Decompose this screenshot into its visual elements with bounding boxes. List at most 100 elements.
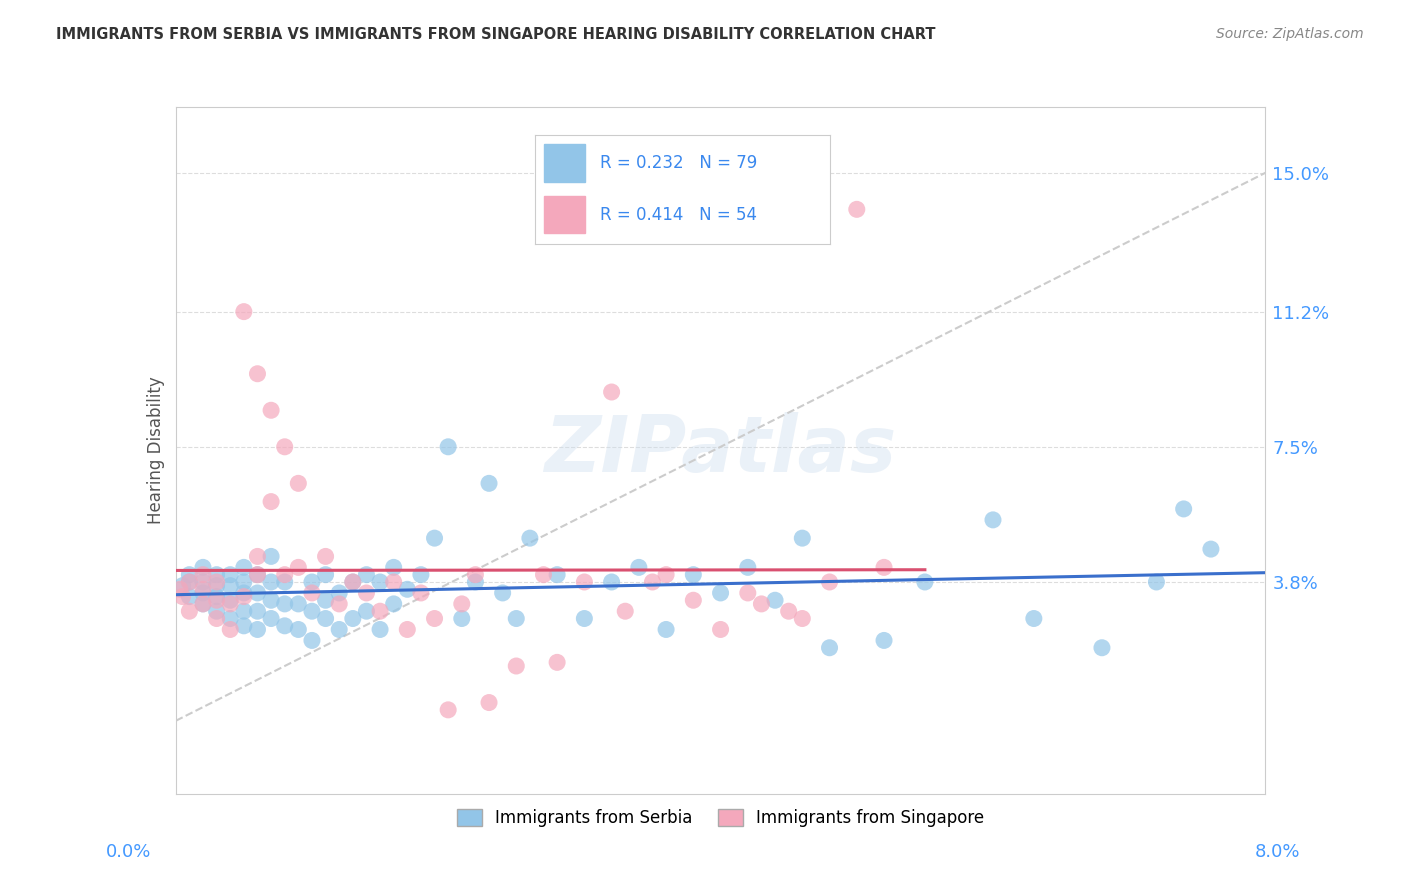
Point — [614, 604, 637, 618]
Point — [232, 560, 254, 574]
Point — [818, 640, 841, 655]
Point — [450, 597, 472, 611]
Point — [356, 586, 378, 600]
Point — [191, 586, 214, 600]
Point — [1022, 611, 1045, 625]
Point — [710, 623, 733, 637]
Point — [232, 304, 254, 318]
Point — [914, 574, 936, 589]
Point — [356, 604, 378, 618]
Point — [287, 623, 309, 637]
Point — [205, 590, 228, 604]
Point — [232, 590, 254, 604]
Point — [274, 574, 297, 589]
Point — [464, 567, 486, 582]
Point — [382, 574, 405, 589]
Point — [546, 656, 568, 670]
Point — [682, 567, 704, 582]
Point — [232, 586, 254, 600]
Text: Source: ZipAtlas.com: Source: ZipAtlas.com — [1216, 27, 1364, 41]
Point — [763, 593, 786, 607]
Point — [205, 593, 228, 607]
Point — [627, 560, 650, 574]
Point — [737, 586, 759, 600]
Point — [205, 574, 228, 589]
Point — [382, 560, 405, 574]
Point — [505, 611, 527, 625]
Point — [205, 604, 228, 618]
Point — [191, 560, 214, 574]
Point — [873, 560, 896, 574]
Point — [287, 597, 309, 611]
Point — [172, 579, 194, 593]
Point — [845, 202, 868, 217]
Bar — [544, 145, 585, 182]
Point — [246, 586, 269, 600]
Point — [315, 611, 337, 625]
Point — [533, 567, 555, 582]
Point — [260, 593, 283, 607]
Point — [205, 579, 228, 593]
Point — [191, 597, 214, 611]
Point — [600, 574, 623, 589]
Point — [342, 611, 364, 625]
Point — [260, 494, 283, 508]
Point — [191, 582, 214, 597]
Point — [179, 590, 201, 604]
Point — [328, 597, 350, 611]
Legend: Immigrants from Serbia, Immigrants from Singapore: Immigrants from Serbia, Immigrants from … — [450, 802, 991, 834]
Point — [396, 582, 419, 597]
Point — [219, 593, 242, 607]
Point — [260, 549, 283, 564]
Point — [600, 384, 623, 399]
Point — [818, 574, 841, 589]
Point — [873, 633, 896, 648]
Point — [492, 586, 515, 600]
Point — [315, 593, 337, 607]
Point — [382, 597, 405, 611]
Point — [232, 619, 254, 633]
Point — [505, 659, 527, 673]
Text: R = 0.232   N = 79: R = 0.232 N = 79 — [600, 154, 758, 172]
Point — [260, 611, 283, 625]
Point — [682, 593, 704, 607]
Point — [179, 604, 201, 618]
Point — [179, 567, 201, 582]
Text: ZIPatlas: ZIPatlas — [544, 412, 897, 489]
Text: 8.0%: 8.0% — [1256, 843, 1301, 861]
Point — [232, 574, 254, 589]
Point — [737, 560, 759, 574]
Point — [1144, 574, 1167, 589]
Point — [246, 567, 269, 582]
Point — [1173, 502, 1195, 516]
Point — [219, 567, 242, 582]
Point — [574, 574, 596, 589]
Point — [519, 531, 541, 545]
Point — [328, 623, 350, 637]
Point — [328, 586, 350, 600]
Point — [301, 574, 323, 589]
Point — [274, 440, 297, 454]
Text: R = 0.414   N = 54: R = 0.414 N = 54 — [600, 206, 756, 224]
Point — [169, 582, 191, 597]
Point — [179, 574, 201, 589]
Point — [246, 567, 269, 582]
Point — [450, 611, 472, 625]
Point — [356, 567, 378, 582]
Point — [205, 611, 228, 625]
Point — [478, 476, 501, 491]
Point — [301, 633, 323, 648]
Point — [191, 597, 214, 611]
Point — [409, 567, 432, 582]
Point — [301, 604, 323, 618]
Point — [287, 476, 309, 491]
Point — [409, 586, 432, 600]
Point — [423, 531, 446, 545]
Point — [191, 567, 214, 582]
Point — [219, 597, 242, 611]
Point — [368, 574, 391, 589]
Point — [301, 586, 323, 600]
Text: IMMIGRANTS FROM SERBIA VS IMMIGRANTS FROM SINGAPORE HEARING DISABILITY CORRELATI: IMMIGRANTS FROM SERBIA VS IMMIGRANTS FRO… — [56, 27, 936, 42]
Point — [751, 597, 773, 611]
Text: 0.0%: 0.0% — [105, 843, 150, 861]
